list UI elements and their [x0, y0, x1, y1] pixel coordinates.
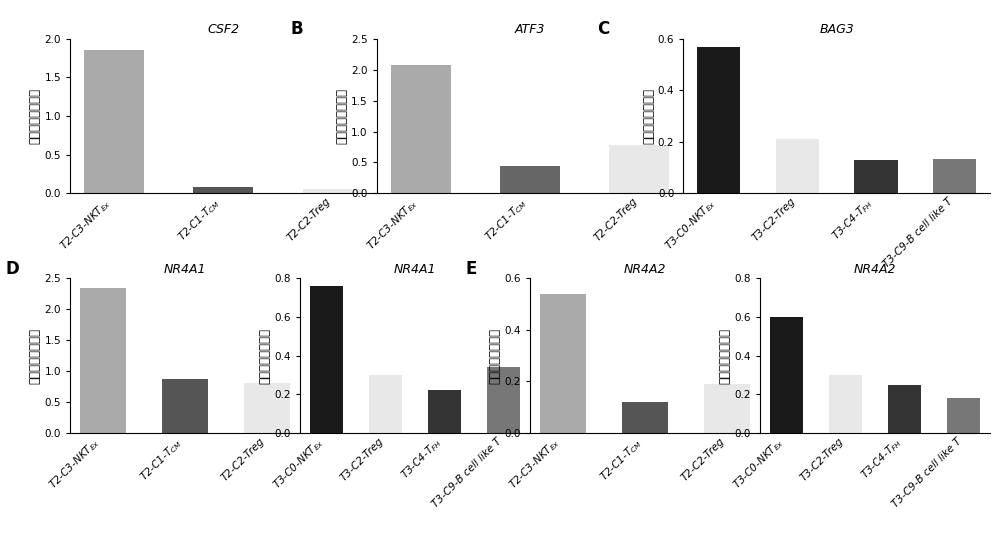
Title: ATF3: ATF3 — [515, 23, 545, 36]
Bar — [829, 375, 862, 433]
Bar — [369, 375, 402, 433]
Y-axis label: 独特分子标识符数: 独特分子标识符数 — [29, 88, 42, 144]
Text: D: D — [6, 260, 19, 278]
Bar — [540, 294, 586, 433]
Bar — [162, 379, 208, 433]
Bar — [193, 187, 253, 193]
Bar — [609, 145, 669, 193]
Title: CSF2: CSF2 — [207, 23, 239, 36]
Bar — [310, 286, 343, 433]
Text: E: E — [466, 260, 477, 278]
Title: NR4A2: NR4A2 — [624, 263, 666, 276]
Bar — [776, 139, 819, 193]
Bar — [244, 384, 290, 433]
Bar — [697, 47, 740, 193]
Text: C: C — [597, 21, 610, 38]
Y-axis label: 独特分子标识符数: 独特分子标识符数 — [29, 327, 42, 384]
Bar — [947, 398, 980, 433]
Bar — [303, 189, 363, 193]
Y-axis label: 独特分子标识符数: 独特分子标识符数 — [489, 327, 502, 384]
Bar — [391, 65, 451, 193]
Bar — [84, 51, 144, 193]
Bar — [500, 165, 560, 193]
Title: BAG3: BAG3 — [819, 23, 854, 36]
Y-axis label: 独特分子标识符数: 独特分子标识符数 — [719, 327, 732, 384]
Y-axis label: 独特分子标识符数: 独特分子标识符数 — [259, 327, 272, 384]
Bar — [704, 384, 750, 433]
Bar — [622, 402, 668, 433]
Y-axis label: 独特分子标识符数: 独特分子标识符数 — [642, 88, 655, 144]
Bar — [854, 160, 898, 193]
Title: NR4A2: NR4A2 — [854, 263, 896, 276]
Bar — [888, 385, 921, 433]
Bar — [487, 367, 520, 433]
Bar — [770, 317, 803, 433]
Bar — [428, 390, 461, 433]
Bar — [933, 159, 976, 193]
Y-axis label: 独特分子标识符数: 独特分子标识符数 — [335, 88, 348, 144]
Bar — [80, 287, 126, 433]
Title: NR4A1: NR4A1 — [164, 263, 206, 276]
Text: B: B — [291, 21, 303, 38]
Title: NR4A1: NR4A1 — [394, 263, 436, 276]
